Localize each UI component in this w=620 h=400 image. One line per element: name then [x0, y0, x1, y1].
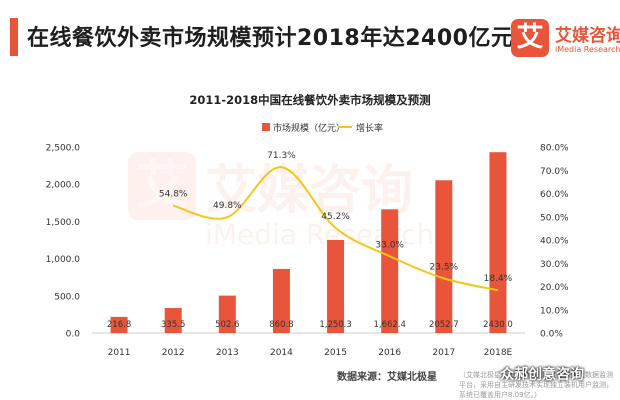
y-left-tick-label: 500.0 [54, 292, 80, 302]
bar-value-label: 1,250.3 [319, 320, 351, 330]
y-left-tick-label: 0.0 [66, 330, 81, 340]
bar-value-label: 2430.0 [483, 320, 513, 330]
chart-title: 2011-2018中国在线餐饮外卖市场规模及预测 [189, 93, 430, 107]
y-left-tick-label: 1,500.0 [46, 218, 81, 228]
watermark-mark: 艾 [136, 156, 188, 216]
source-label: 数据来源：艾媒北极星 [337, 372, 437, 383]
bar-value-label: 2052.7 [429, 320, 459, 330]
bar [435, 180, 453, 333]
y-left-tick-label: 2,000.0 [46, 181, 81, 191]
bar [489, 152, 507, 333]
y-right-tick-label: 30.0% [540, 260, 569, 270]
bar [164, 308, 182, 333]
x-tick-label: 2018E [484, 348, 513, 358]
bar-value-label: 335.5 [161, 320, 185, 330]
growth-rate-label: 45.2% [321, 212, 350, 222]
bar [381, 209, 399, 333]
bar-value-label: 502.6 [215, 320, 239, 330]
logo-name-cn: 艾媒咨询 [555, 26, 620, 46]
logo-mark: 艾 [511, 19, 549, 57]
y-right-tick-label: 0.0% [540, 330, 563, 340]
growth-rate-label: 49.8% [213, 201, 242, 211]
y-right-tick-label: 60.0% [540, 190, 569, 200]
legend-bar-swatch [262, 123, 270, 131]
growth-rate-label: 71.3% [267, 151, 296, 161]
x-tick-label: 2013 [216, 348, 239, 358]
watermark-box [128, 152, 196, 220]
bar-value-label: 860.8 [269, 320, 293, 330]
growth-rate-label: 54.8% [159, 190, 188, 200]
y-right-tick-label: 70.0% [540, 167, 569, 177]
x-tick-label: 2016 [378, 348, 401, 358]
bar [218, 295, 236, 333]
x-tick-label: 2012 [162, 348, 185, 358]
x-tick-label: 2014 [270, 348, 293, 358]
x-tick-label: 2017 [432, 348, 455, 358]
growth-rate-label: 23.5% [430, 262, 459, 272]
bar-value-label: 216.8 [107, 320, 131, 330]
title-accent-bar [10, 18, 18, 56]
y-right-tick-label: 80.0% [540, 144, 569, 154]
watermark-name-cn: 艾媒咨询 [205, 161, 413, 221]
source-note: （艾媒北极星：国内领先的移动互联网大数据监测平台，采用自主研发技术实现独立装机用… [459, 371, 613, 399]
bar [272, 268, 290, 333]
credit-watermark: 众郝创意咨询 [500, 367, 584, 383]
growth-rate-label: 18.4% [484, 274, 513, 284]
y-right-tick-label: 50.0% [540, 213, 569, 223]
x-tick-label: 2015 [324, 348, 347, 358]
x-tick-label: 2011 [108, 348, 131, 358]
y-right-tick-label: 40.0% [540, 237, 569, 247]
growth-rate-label: 33.0% [375, 240, 404, 250]
y-left-tick-label: 2,500.0 [46, 144, 81, 154]
bar-value-label: 1,662.4 [373, 320, 405, 330]
growth-rate-line [172, 166, 499, 292]
legend-bar-label: 市场规模（亿元） [273, 122, 345, 134]
brand-logo: 艾 艾媒咨询 iMedia Research [511, 15, 620, 61]
logo-name-en: iMedia Research [555, 45, 620, 54]
y-right-tick-label: 10.0% [540, 306, 569, 316]
y-right-tick-label: 20.0% [540, 283, 569, 293]
bar [110, 316, 128, 333]
legend-line-label: 增长率 [356, 122, 383, 134]
page-title: 在线餐饮外卖市场规模预计2018年达2400亿元 [27, 26, 514, 51]
y-left-tick-label: 1,000.0 [46, 255, 81, 265]
bar [327, 239, 345, 333]
